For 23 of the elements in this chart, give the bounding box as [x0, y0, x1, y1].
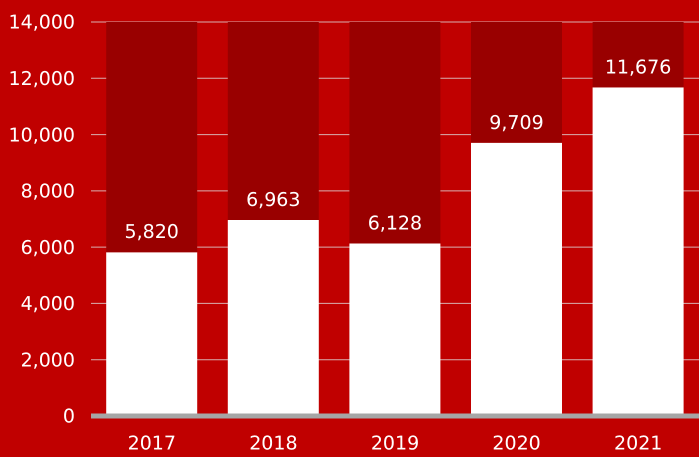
- y-tick-label: 8,000: [20, 180, 75, 203]
- y-tick-label: 0: [62, 406, 75, 428]
- x-tick-label: 2020: [492, 432, 541, 454]
- bar: [106, 22, 198, 252]
- y-tick-label: 14,000: [8, 12, 75, 34]
- bar: [592, 22, 684, 88]
- data-label: 11,676: [604, 56, 672, 78]
- y-tick-label: 10,000: [8, 124, 75, 146]
- data-label: 5,820: [124, 221, 179, 244]
- y-tick-label: 12,000: [8, 68, 75, 90]
- bar: [228, 22, 319, 220]
- x-tick-label: 2018: [249, 432, 298, 454]
- y-tick-label: 2,000: [20, 349, 75, 372]
- y-tick-label: 4,000: [20, 293, 75, 316]
- bar: [471, 22, 562, 143]
- data-label: 6,963: [246, 189, 301, 212]
- data-label: 9,709: [489, 112, 544, 134]
- x-tick-label: 2019: [370, 432, 420, 454]
- x-tick-label: 2017: [128, 432, 176, 454]
- y-tick-label: 6,000: [20, 236, 75, 259]
- bar: [349, 22, 440, 244]
- x-tick-label: 2021: [614, 432, 662, 454]
- data-label: 6,128: [368, 212, 422, 235]
